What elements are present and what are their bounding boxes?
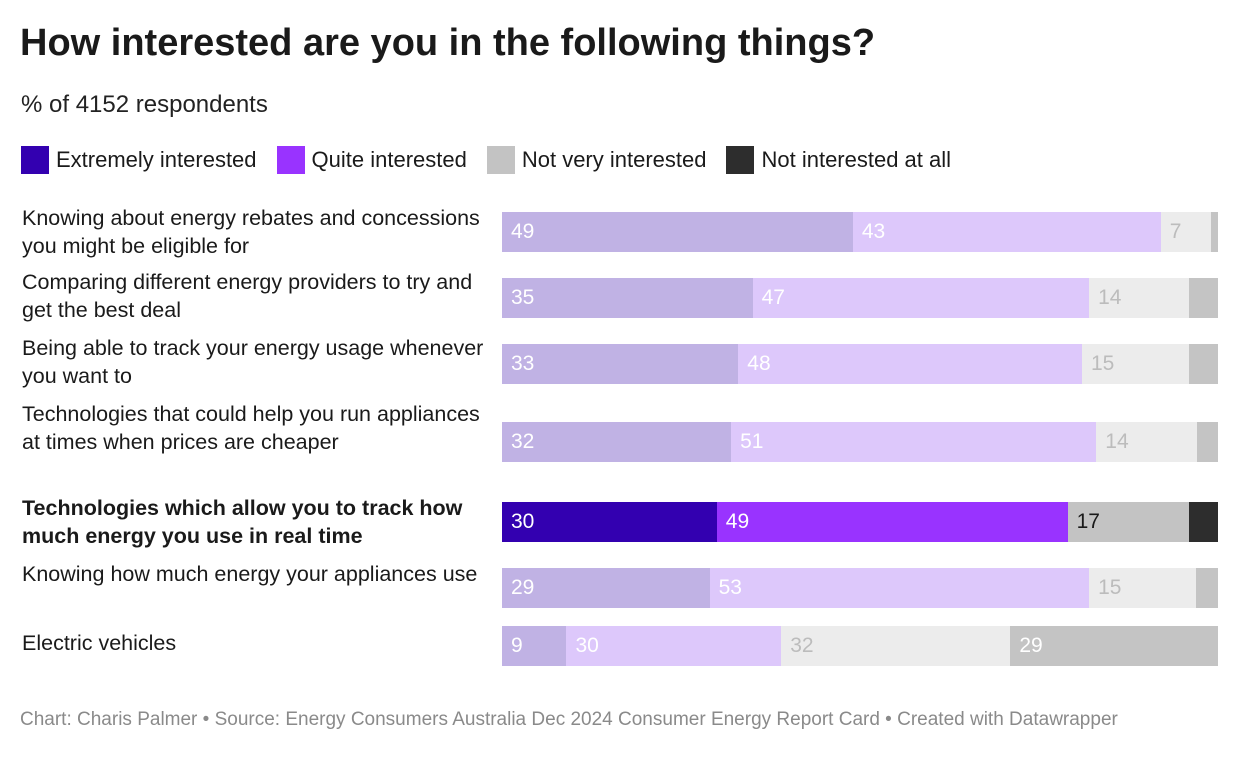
- bar-segment: 51: [731, 422, 1097, 462]
- bar-segment: 49: [502, 212, 853, 252]
- data-label: 33: [511, 352, 535, 375]
- row-label: Knowing about energy rebates and concess…: [22, 206, 480, 258]
- bar-segment: 15: [1081, 344, 1190, 384]
- chart-subtitle: % of 4152 respondents: [21, 91, 268, 118]
- row-label: Being able to track your energy usage wh…: [22, 336, 484, 388]
- bar-segment: 14: [1096, 422, 1197, 462]
- data-label: 29: [1019, 634, 1043, 657]
- stacked-bar: 49 43 7: [502, 212, 1218, 252]
- legend-item-extremely-interested: Extremely interested: [21, 146, 257, 174]
- legend-swatch: [21, 146, 49, 174]
- bar-segment: 53: [709, 568, 1090, 608]
- bar-segment: 30: [566, 626, 782, 666]
- data-label: 17: [1076, 510, 1100, 533]
- stacked-bar: 30 49 17: [502, 502, 1218, 542]
- data-label: 32: [790, 634, 814, 657]
- bar-segment: 47: [752, 278, 1090, 318]
- row-label: Comparing different energy providers to …: [22, 270, 473, 322]
- legend-swatch: [726, 146, 755, 174]
- row-label: Electric vehicles: [22, 631, 177, 655]
- data-label: 14: [1105, 430, 1129, 453]
- bar-segment: 49: [716, 502, 1068, 542]
- bar-segment: 9: [502, 626, 567, 666]
- row-label: Technologies which allow you to track ho…: [22, 496, 463, 548]
- data-label: 7: [1169, 220, 1182, 243]
- bar-segment: [1189, 278, 1218, 318]
- bar-segment: 7: [1160, 212, 1211, 252]
- legend-item-not-interested-at-all: Not interested at all: [726, 146, 951, 174]
- legend: Extremely interested Quite interested No…: [21, 146, 971, 174]
- bar-segment: [1210, 212, 1218, 252]
- row-label: Technologies that could help you run app…: [22, 402, 480, 454]
- bar-segment: [1189, 344, 1218, 384]
- bar-segment: 43: [852, 212, 1161, 252]
- data-label: 48: [747, 352, 771, 375]
- data-label: 51: [740, 430, 764, 453]
- stacked-bar: 9 30 32 29: [502, 626, 1218, 666]
- bar-segment: 15: [1089, 568, 1197, 608]
- data-label: 49: [511, 220, 535, 243]
- legend-label: Not very interested: [521, 147, 707, 172]
- data-label: 29: [511, 576, 535, 599]
- bar-segment: 33: [502, 344, 739, 384]
- stacked-bar: 32 51 14: [502, 422, 1218, 462]
- bar-segment: 32: [781, 626, 1011, 666]
- legend-swatch: [276, 146, 305, 174]
- chart-footer: Chart: Charis Palmer • Source: Energy Co…: [20, 709, 1118, 730]
- bar-segment: 29: [502, 568, 710, 608]
- bar-segment: 29: [1010, 626, 1218, 666]
- legend-label: Not interested at all: [761, 147, 952, 172]
- bar-segment: [1196, 568, 1218, 608]
- chart-title: How interested are you in the following …: [20, 22, 876, 64]
- data-label: 30: [575, 634, 599, 657]
- legend-label: Extremely interested: [56, 147, 257, 172]
- legend-label: Quite interested: [311, 147, 467, 172]
- bar-segment: 30: [502, 502, 717, 542]
- data-label: 49: [725, 510, 750, 533]
- stacked-bar: 33 48 15: [502, 344, 1218, 384]
- data-label: 43: [861, 220, 886, 243]
- data-label: 30: [511, 510, 535, 533]
- bar-segment: 17: [1067, 502, 1190, 542]
- data-label: 15: [1098, 576, 1122, 599]
- legend-item-quite-interested: Quite interested: [276, 146, 467, 174]
- bar-segment: 32: [502, 422, 732, 462]
- legend-swatch: [486, 146, 515, 174]
- bar-segment: 35: [502, 278, 753, 318]
- data-label: 35: [511, 286, 535, 309]
- row-label: Knowing how much energy your appliances …: [22, 562, 478, 586]
- data-label: 9: [511, 634, 523, 657]
- bar-segment: [1189, 502, 1218, 542]
- data-label: 47: [761, 286, 785, 309]
- bar-segment: 48: [738, 344, 1082, 384]
- data-label: 53: [718, 576, 742, 599]
- stacked-bar: 35 47 14: [502, 278, 1218, 318]
- data-label: 32: [511, 430, 535, 453]
- bar-segment: 14: [1089, 278, 1190, 318]
- legend-item-not-very-interested: Not very interested: [486, 146, 707, 174]
- stacked-bar: 29 53 15: [502, 568, 1218, 608]
- bar-segment: [1196, 422, 1218, 462]
- data-label: 15: [1090, 352, 1115, 375]
- data-label: 14: [1098, 286, 1122, 309]
